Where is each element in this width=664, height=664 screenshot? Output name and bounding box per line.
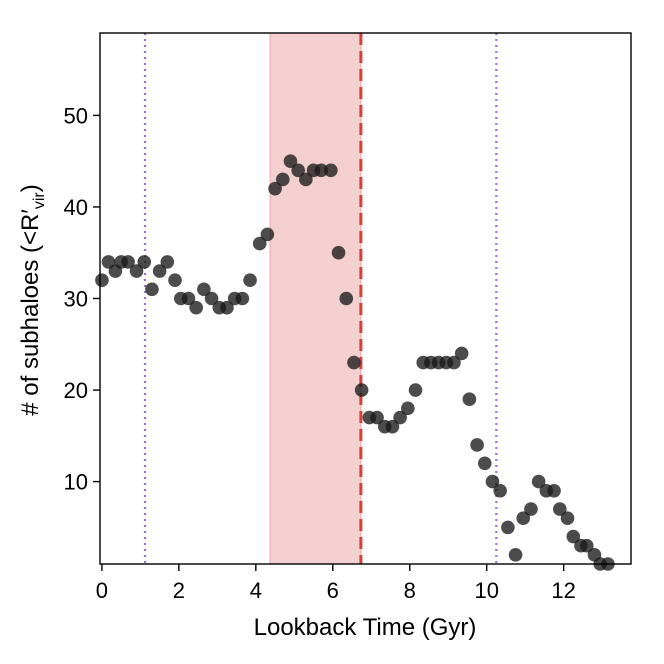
data-point [447, 355, 461, 370]
data-point [493, 483, 507, 498]
y-tick-label: 20 [64, 378, 88, 403]
x-tick-label: 2 [173, 578, 185, 603]
x-tick-label: 0 [96, 578, 108, 603]
data-point [560, 511, 575, 526]
data-point [235, 291, 250, 306]
data-point [291, 163, 305, 178]
y-axis-label-prefix: # of subhaloes (<R [17, 214, 44, 416]
data-point [324, 163, 338, 178]
data-point [299, 172, 313, 187]
y-tick-label: 40 [64, 195, 88, 220]
y-tick-label: 30 [64, 287, 88, 312]
data-point [501, 520, 515, 535]
data-point [354, 383, 369, 397]
data-point [454, 346, 469, 361]
y-axis-label-subscript: vir [31, 192, 48, 210]
data-point [408, 383, 423, 397]
data-point [268, 181, 282, 196]
data-point [121, 255, 135, 269]
x-axis-label: Lookback Time (Gyr) [254, 614, 477, 641]
data-point [347, 355, 361, 370]
data-point [145, 282, 159, 297]
data-point [160, 255, 175, 269]
data-point [393, 410, 407, 425]
data-point [275, 172, 290, 187]
data-point [204, 291, 219, 306]
y-axis-label: # of subhaloes (<R′vir) [17, 184, 48, 416]
x-tick-label: 8 [404, 578, 416, 603]
data-point [339, 291, 354, 306]
x-tick-label: 12 [551, 578, 575, 603]
x-tick-label: 10 [474, 578, 498, 603]
y-axis-label-prime: ′ [17, 209, 44, 214]
x-tick-label: 4 [250, 578, 262, 603]
data-point [401, 401, 415, 416]
x-tick-label: 6 [327, 578, 339, 603]
y-axis-label-suffix: ) [17, 184, 44, 192]
data-point [477, 456, 492, 471]
data-point [314, 163, 329, 178]
data-points [95, 154, 615, 571]
data-point [243, 273, 257, 287]
data-point [189, 300, 203, 315]
data-point [485, 474, 500, 489]
data-point [283, 154, 298, 168]
data-point [516, 511, 531, 526]
data-point [152, 264, 167, 278]
data-point [137, 255, 152, 269]
data-point [508, 548, 523, 562]
data-point [524, 502, 538, 516]
axis-ticks: 0 2 4 6 8 10 12 10 20 30 40 50 [64, 103, 576, 603]
data-point [531, 474, 546, 489]
data-point [168, 273, 182, 287]
data-point [370, 410, 384, 425]
data-point [553, 502, 567, 516]
data-point [385, 419, 400, 434]
data-point [547, 483, 561, 498]
y-tick-label: 10 [64, 470, 88, 495]
data-point [181, 291, 196, 306]
data-point [331, 245, 346, 260]
y-tick-label: 50 [64, 103, 88, 128]
data-point [579, 538, 594, 553]
data-point [470, 438, 484, 452]
data-point [129, 264, 144, 278]
data-point [220, 300, 234, 315]
data-point [252, 236, 267, 251]
data-point [197, 282, 211, 297]
data-point [566, 529, 581, 544]
data-point [260, 227, 275, 242]
data-point [95, 273, 109, 287]
data-point [462, 392, 477, 407]
